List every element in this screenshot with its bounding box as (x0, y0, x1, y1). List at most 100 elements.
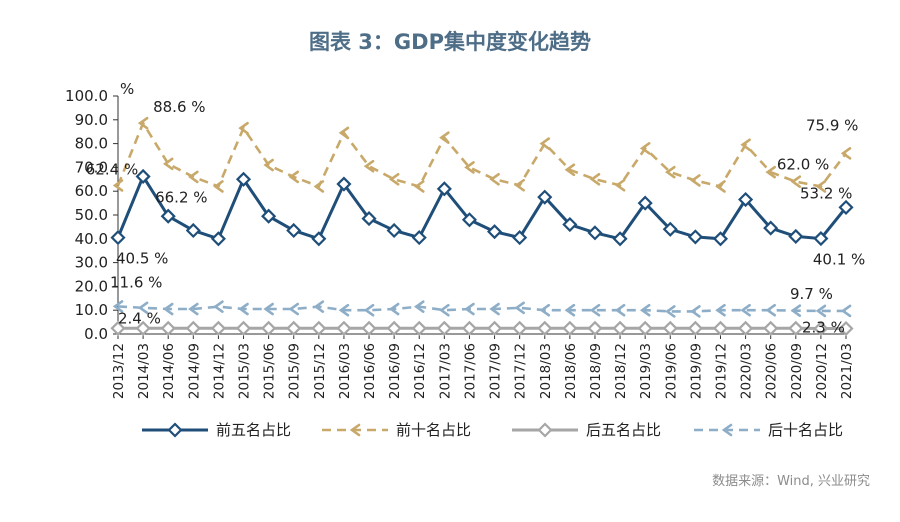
data-point (112, 300, 124, 313)
data-point (589, 173, 601, 186)
y-tick-label: 50.0 (75, 206, 108, 224)
data-label: 9.7 % (790, 285, 833, 303)
y-tick-label: 100.0 (65, 87, 108, 105)
data-point (639, 303, 651, 317)
data-point (235, 320, 252, 336)
data-point (715, 303, 726, 317)
x-tick-label: 2018/03 (538, 343, 554, 399)
x-tick-label: 2015/03 (237, 343, 253, 399)
legend-label: 后十名占比 (768, 421, 843, 439)
y-tick-label: 70.0 (75, 158, 108, 176)
data-point (687, 320, 703, 336)
data-point (486, 224, 503, 240)
data-point (235, 171, 252, 187)
data-point (414, 180, 425, 193)
data-label: 2.4 % (118, 309, 161, 327)
data-point (261, 320, 277, 336)
data-point (838, 320, 854, 337)
x-tick-label: 2016/12 (412, 343, 428, 399)
data-point (439, 303, 450, 317)
data-point (213, 300, 224, 313)
data-point (562, 320, 578, 336)
data-point (461, 320, 478, 336)
data-point (765, 303, 776, 317)
data-point (486, 320, 503, 336)
data-point (712, 231, 729, 247)
legend-item: 前五名占比 (142, 421, 291, 439)
data-point (288, 170, 300, 184)
data-point (286, 320, 302, 336)
x-tick-label: 2017/09 (488, 343, 504, 399)
y-tick-label: 0.0 (84, 325, 108, 343)
data-point (614, 178, 626, 192)
data-point (386, 320, 402, 336)
data-point (160, 320, 176, 336)
legend: 前五名占比 前十名占比 后五名占比 后十名占比 (142, 421, 843, 439)
data-point (637, 320, 653, 336)
data-point (464, 161, 475, 174)
x-tick-label: 2017/03 (437, 343, 453, 399)
data-point (263, 158, 274, 172)
x-tick-label: 2014/12 (211, 343, 227, 399)
data-label: 2.3 % (802, 319, 845, 337)
data-point (740, 303, 751, 317)
data-point (411, 320, 427, 336)
data-point (110, 320, 126, 336)
data-point (188, 302, 199, 316)
data-point (690, 305, 701, 318)
data-point (162, 157, 174, 171)
data-point (436, 320, 452, 336)
legend-marker (721, 423, 733, 437)
data-point (564, 303, 576, 317)
series-3 (110, 320, 854, 337)
data-label: 62.4 % (86, 160, 138, 178)
data-point (813, 231, 829, 247)
data-point (188, 170, 199, 184)
y-tick-label: 20.0 (75, 277, 108, 295)
data-point (687, 229, 703, 245)
data-point (210, 231, 226, 247)
data-point (135, 320, 151, 336)
data-point (137, 301, 149, 315)
data-point (763, 220, 779, 236)
legend-label: 前十名占比 (396, 421, 471, 439)
data-point (162, 302, 174, 316)
data-label: 53.2 % (800, 184, 852, 202)
data-point (662, 320, 678, 336)
data-point (311, 320, 327, 336)
y-tick-label: 30.0 (75, 254, 108, 272)
data-point (439, 131, 450, 144)
data-point (361, 320, 377, 336)
data-point (813, 320, 829, 337)
x-tick-label: 2015/12 (312, 343, 328, 399)
data-point (388, 173, 400, 186)
data-point (210, 320, 226, 336)
data-point (738, 191, 754, 208)
x-tick-label: 2017/06 (462, 343, 478, 399)
data-point (587, 320, 603, 336)
data-point (612, 320, 628, 336)
data-point (639, 142, 651, 155)
data-point (838, 199, 854, 215)
data-point (637, 195, 653, 211)
x-tick-label: 2017/12 (513, 343, 529, 399)
legend-label: 后五名占比 (586, 421, 661, 439)
legend-label: 前五名占比 (216, 421, 291, 439)
data-point (815, 304, 827, 318)
data-point (313, 300, 325, 313)
y-tick-label: 40.0 (75, 230, 108, 248)
data-point (740, 138, 751, 152)
data-point (388, 302, 400, 316)
data-point (564, 163, 576, 177)
data-point (414, 300, 425, 313)
data-point (840, 147, 852, 160)
x-tick-label: 2018/12 (613, 343, 629, 399)
legend-item: 后五名占比 (512, 421, 661, 439)
x-tick-label: 2013/12 (111, 343, 127, 399)
series-line (116, 120, 848, 189)
data-point (263, 302, 274, 316)
source-note: 数据来源：Wind, 兴业研究 (712, 474, 870, 489)
x-tick-label: 2018/09 (588, 343, 604, 399)
data-point (512, 230, 528, 246)
data-label: 40.1 % (813, 251, 865, 269)
